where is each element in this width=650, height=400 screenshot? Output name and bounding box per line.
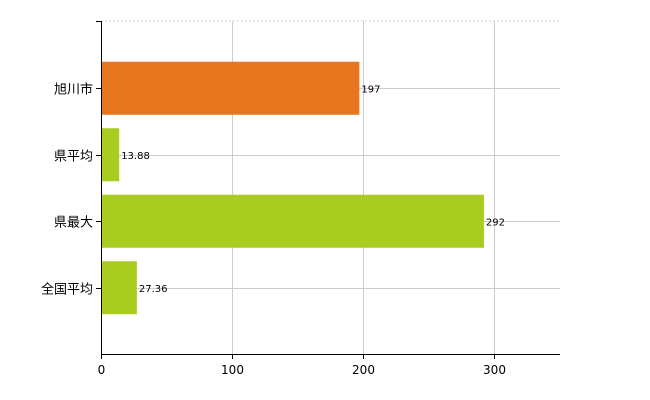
category-label-0: 旭川市 [54, 82, 93, 98]
category-label-1: 県平均 [54, 150, 93, 165]
data-label-3: 27.36 [139, 284, 168, 295]
bar-2 [101, 194, 484, 248]
bars [101, 61, 484, 315]
data-label-0: 197 [361, 84, 380, 95]
bar-1 [101, 128, 120, 182]
x-tick-label-3: 300 [483, 363, 506, 377]
bar-3 [101, 261, 137, 315]
data-label-2: 292 [486, 217, 505, 228]
x-tick-label-1: 100 [221, 363, 244, 377]
category-label-3: 全国平均 [41, 282, 93, 298]
data-label-1: 13.88 [121, 151, 150, 162]
x-tick-label-2: 200 [352, 363, 375, 377]
bar-0 [101, 61, 360, 115]
category-label-2: 県最大 [54, 216, 93, 231]
x-tick-label-0: 0 [98, 363, 106, 377]
axes [96, 21, 560, 359]
